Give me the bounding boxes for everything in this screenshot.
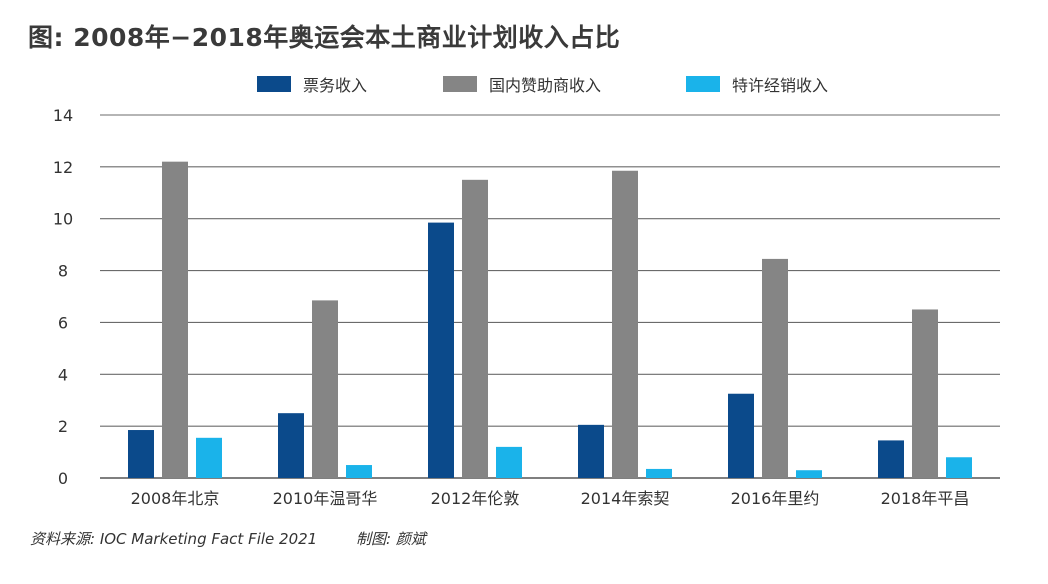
bar [462, 179, 488, 479]
legend-swatch-ticket [257, 76, 291, 92]
y-tick-label: 4 [58, 365, 68, 384]
x-tick-label: 2008年北京 [131, 489, 220, 508]
bar [312, 300, 338, 478]
source-note: 资料来源: IOC Marketing Fact File 2021 [30, 530, 318, 548]
chart-title: 图: 2008年−2018年奥运会本土商业计划收入占比 [28, 23, 621, 52]
bar [646, 468, 672, 478]
x-tick-label: 2018年平昌 [881, 489, 970, 508]
legend-label-ticket: 票务收入 [303, 76, 368, 95]
bar [912, 309, 938, 478]
y-tick-label: 2 [58, 417, 68, 436]
bar [278, 413, 304, 478]
legend-swatch-licensing [686, 76, 720, 92]
bar [878, 440, 904, 478]
y-tick-label: 8 [58, 262, 68, 281]
x-tick-label: 2014年索契 [581, 489, 670, 508]
legend-item-ticket: 票务收入 [257, 72, 367, 96]
x-tick-label: 2012年伦敦 [431, 489, 520, 508]
bar [428, 222, 454, 478]
legend-label-sponsor: 国内赞助商收入 [489, 76, 602, 95]
bar [162, 161, 188, 478]
x-tick-label: 2010年温哥华 [273, 489, 378, 508]
legend-item-sponsor: 国内赞助商收入 [443, 72, 601, 96]
bar [728, 393, 754, 478]
chart-legend: 票务收入 国内赞助商收入 特许经销收入 [0, 72, 1048, 96]
bar [196, 437, 222, 478]
bar [128, 430, 154, 478]
bar [612, 170, 638, 478]
x-tick-label: 2016年里约 [731, 489, 820, 508]
bar [946, 457, 972, 478]
bar [496, 446, 522, 478]
legend-item-licensing: 特许经销收入 [686, 72, 828, 96]
credit-note: 制图: 颜斌 [356, 530, 426, 548]
bar [346, 465, 372, 478]
legend-swatch-sponsor [443, 76, 477, 92]
legend-label-licensing: 特许经销收入 [732, 76, 829, 95]
y-tick-label: 14 [53, 106, 73, 125]
y-tick-label: 0 [58, 469, 68, 488]
y-tick-label: 12 [53, 158, 73, 177]
bar [578, 424, 604, 478]
chart-footer: 资料来源: IOC Marketing Fact File 2021 制图: 颜… [30, 528, 460, 549]
bar [762, 258, 788, 478]
y-tick-label: 10 [53, 210, 73, 229]
bar [796, 470, 822, 478]
y-tick-label: 6 [58, 313, 68, 332]
